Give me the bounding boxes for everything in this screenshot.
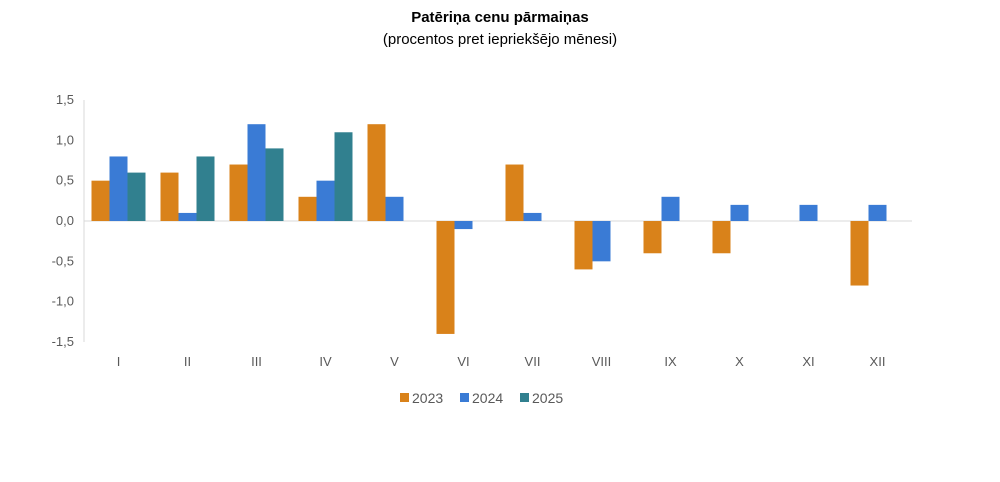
y-tick-label: -1,0 [52, 294, 74, 309]
bar-2024-XII [868, 204, 887, 221]
bars [91, 124, 887, 334]
y-tick-label: 1,0 [56, 132, 74, 147]
x-tick-label: VII [525, 354, 541, 369]
bar-2024-I [109, 156, 128, 221]
legend: 2023 2024 2025 [400, 390, 563, 406]
bar-2024-IV [316, 180, 335, 221]
legend-swatch-2025 [520, 393, 529, 402]
bar-2023-I [91, 180, 110, 221]
bar-2023-IV [298, 196, 317, 221]
x-tick-label: VIII [592, 354, 612, 369]
x-tick-label: IX [664, 354, 677, 369]
bar-2024-IX [661, 196, 680, 221]
bar-2024-XI [799, 204, 818, 221]
x-tick-label: V [390, 354, 399, 369]
x-tick-label: IV [319, 354, 332, 369]
bar-2023-III [229, 164, 248, 221]
x-tick-label: X [735, 354, 744, 369]
bar-2024-V [385, 196, 404, 221]
bar-2023-II [160, 172, 179, 221]
chart-title: Patēriņa cenu pārmaiņas [411, 9, 589, 26]
x-tick-label: VI [457, 354, 469, 369]
chart-subtitle: (procentos pret iepriekšējo mēnesi) [382, 31, 618, 48]
x-tick-label: XII [870, 354, 886, 369]
bar-2024-X [730, 204, 749, 221]
x-tick-label: III [251, 354, 262, 369]
bar-2023-VIII [574, 221, 593, 270]
bar-2023-VI [436, 221, 455, 334]
y-tick-label: 0,5 [56, 173, 74, 188]
bar-2023-VII [505, 164, 524, 221]
legend-swatch-2024 [460, 393, 469, 402]
legend-label-2023: 2023 [412, 390, 443, 406]
bar-2025-IV [334, 132, 353, 221]
bar-2025-I [127, 172, 146, 221]
legend-swatch-2023 [400, 393, 409, 402]
y-tick-label: 0,0 [56, 213, 74, 228]
bar-2023-V [367, 124, 386, 221]
bar-2024-II [178, 212, 197, 221]
bar-2025-III [265, 148, 284, 221]
tick-labels: 1,51,00,50,0-0,5-1,0-1,5I II III IV V VI VII VI… [52, 92, 886, 369]
legend-label-2024: 2024 [472, 390, 503, 406]
x-tick-label: I [117, 354, 121, 369]
bar-2023-IX [643, 221, 662, 254]
legend-label-2025: 2025 [532, 390, 563, 406]
bar-2023-XII [850, 221, 869, 286]
y-tick-label: -0,5 [52, 253, 74, 268]
bar-2024-III [247, 124, 266, 221]
bar-2023-X [712, 221, 731, 254]
y-tick-label: 1,5 [56, 92, 74, 107]
axes [83, 100, 912, 342]
x-tick-label: II [184, 354, 191, 369]
bar-2025-II [196, 156, 215, 221]
bar-2024-VII [523, 212, 542, 221]
bar-2024-VI [454, 221, 473, 230]
x-tick-label: XI [802, 354, 814, 369]
bar-2024-VIII [592, 221, 611, 262]
y-tick-label: -1,5 [52, 334, 74, 349]
